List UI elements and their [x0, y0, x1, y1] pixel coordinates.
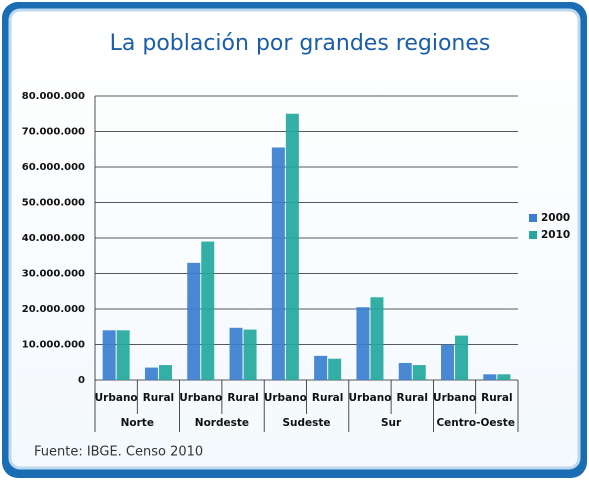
bar: [370, 297, 384, 380]
bar: [314, 355, 328, 380]
x-tick-label: Rural: [312, 392, 343, 404]
bar: [455, 335, 469, 380]
group-label: Sur: [381, 417, 402, 429]
y-tick-label: 10.000.000: [22, 340, 85, 351]
bar: [356, 307, 370, 380]
bar: [285, 113, 299, 380]
y-tick-label: 80.000.000: [22, 91, 85, 102]
x-tick-label: Rural: [481, 392, 512, 404]
y-tick-label: 0: [78, 375, 85, 386]
bar: [201, 241, 215, 380]
bar: [144, 367, 158, 380]
y-tick-label: 30.000.000: [22, 269, 85, 280]
bar: [483, 374, 497, 380]
group-label: Norte: [121, 417, 154, 429]
bar: [187, 262, 201, 380]
bar: [102, 330, 116, 380]
x-tick-label: Rural: [227, 392, 258, 404]
x-tick-label: Urbano: [433, 392, 476, 404]
group-label: Sudeste: [282, 417, 330, 429]
x-tick-label: Urbano: [179, 392, 222, 404]
bar: [497, 374, 511, 380]
bar: [271, 147, 285, 380]
group-label: Centro-Oeste: [436, 417, 515, 429]
x-tick-label: Urbano: [264, 392, 307, 404]
x-tick-label: Rural: [397, 392, 428, 404]
bar: [398, 362, 412, 380]
bar: [158, 365, 172, 380]
legend-swatch: [529, 214, 537, 222]
legend-label: 2010: [541, 229, 570, 241]
y-tick-label: 40.000.000: [22, 233, 85, 244]
bar: [412, 365, 426, 380]
x-tick-label: Urbano: [348, 392, 391, 404]
legend-swatch: [529, 231, 537, 239]
source: Fuente: IBGE. Censo 2010: [34, 445, 203, 460]
bar: [116, 330, 130, 380]
x-tick-label: Urbano: [95, 392, 138, 404]
legend-label: 2000: [541, 212, 570, 224]
x-tick-label: Rural: [143, 392, 174, 404]
y-tick-label: 70.000.000: [22, 127, 85, 138]
bar: [243, 329, 257, 380]
y-tick-label: 20.000.000: [22, 304, 85, 315]
group-label: Nordeste: [195, 417, 249, 429]
chart-title: La población por grandes regiones: [110, 31, 491, 56]
bar: [229, 327, 243, 380]
y-tick-label: 60.000.000: [22, 162, 85, 173]
y-tick-label: 50.000.000: [22, 198, 85, 209]
bar: [441, 344, 455, 380]
bar: [328, 358, 342, 380]
